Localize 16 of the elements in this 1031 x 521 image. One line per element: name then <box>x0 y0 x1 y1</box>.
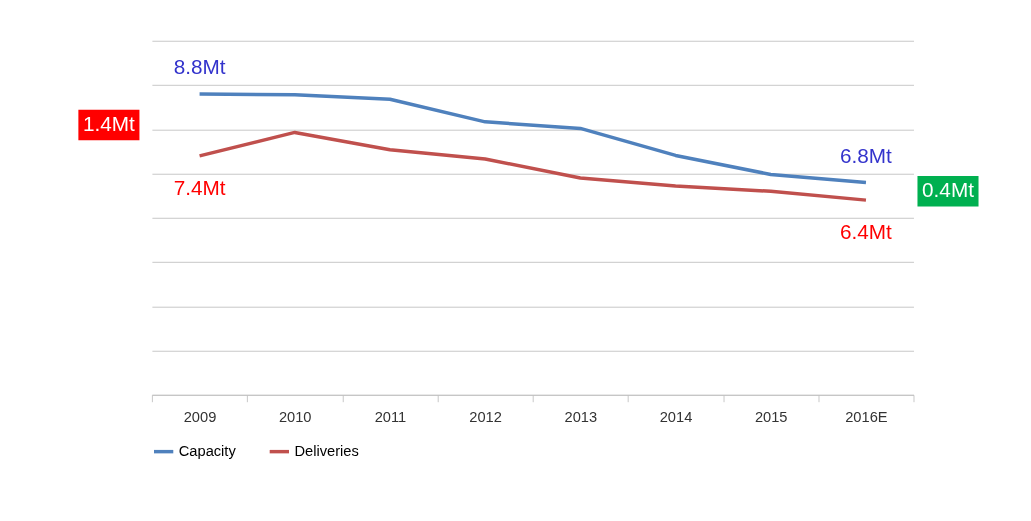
text: 0.4Mt <box>922 178 975 202</box>
x-tick-label: 2014 <box>659 409 693 426</box>
text: 1.4Mt <box>82 111 136 135</box>
data-label: 6.4Mt <box>840 220 893 243</box>
x-tick-label: 2016E <box>845 409 888 426</box>
x-tick-label: 2015 <box>754 409 788 426</box>
legend-label: Deliveries <box>294 442 359 459</box>
data-label: 7.4Mt <box>173 175 226 199</box>
x-tick-label: 2013 <box>564 409 598 426</box>
x-tick-label: 2010 <box>278 409 312 426</box>
x-tick-label: 2011 <box>374 409 407 426</box>
x-tick-label: 2012 <box>469 409 502 426</box>
x-tick-label: 2009 <box>183 409 217 426</box>
legend-label: Capacity <box>178 442 237 459</box>
data-label: 6.8Mt <box>840 143 893 167</box>
data-label: 8.8Mt <box>173 55 226 79</box>
